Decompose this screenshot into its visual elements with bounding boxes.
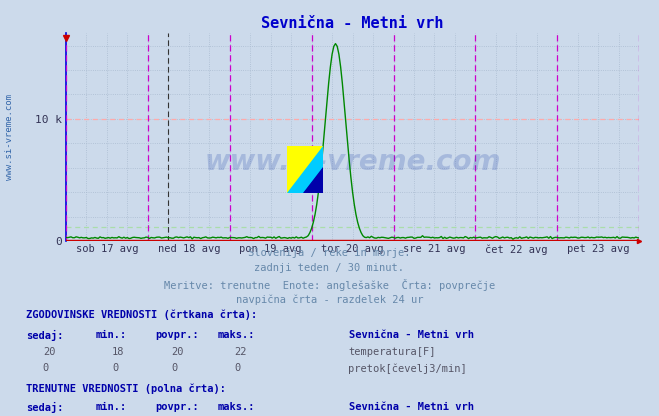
- Text: min.:: min.:: [96, 402, 127, 412]
- Text: temperatura[F]: temperatura[F]: [348, 347, 436, 357]
- Text: 0: 0: [234, 363, 240, 373]
- Polygon shape: [287, 146, 323, 193]
- Text: sedaj:: sedaj:: [26, 402, 64, 413]
- Text: 18: 18: [112, 347, 125, 357]
- Text: www.si-vreme.com: www.si-vreme.com: [204, 148, 501, 176]
- Text: zadnji teden / 30 minut.: zadnji teden / 30 minut.: [254, 263, 405, 273]
- Text: Meritve: trenutne  Enote: anglešaške  Črta: povprečje: Meritve: trenutne Enote: anglešaške Črta…: [164, 279, 495, 291]
- Text: 20: 20: [43, 347, 55, 357]
- Text: sedaj:: sedaj:: [26, 330, 64, 341]
- Text: 0: 0: [112, 363, 118, 373]
- Text: Sevnična - Metni vrh: Sevnična - Metni vrh: [349, 402, 474, 412]
- Text: www.si-vreme.com: www.si-vreme.com: [5, 94, 14, 180]
- Text: maks.:: maks.:: [217, 330, 255, 340]
- Text: 0: 0: [171, 363, 177, 373]
- Text: povpr.:: povpr.:: [155, 402, 198, 412]
- Text: ZGODOVINSKE VREDNOSTI (črtkana črta):: ZGODOVINSKE VREDNOSTI (črtkana črta):: [26, 310, 258, 320]
- Text: Slovenija / reke in morje.: Slovenija / reke in morje.: [248, 248, 411, 258]
- Text: Sevnična - Metni vrh: Sevnična - Metni vrh: [349, 330, 474, 340]
- Text: maks.:: maks.:: [217, 402, 255, 412]
- Text: TRENUTNE VREDNOSTI (polna črta):: TRENUTNE VREDNOSTI (polna črta):: [26, 383, 226, 394]
- Text: povpr.:: povpr.:: [155, 330, 198, 340]
- Title: Sevnična - Metni vrh: Sevnična - Metni vrh: [262, 16, 444, 31]
- Text: 20: 20: [171, 347, 184, 357]
- Polygon shape: [303, 167, 323, 193]
- Text: pretok[čevelj3/min]: pretok[čevelj3/min]: [348, 363, 467, 374]
- Text: navpična črta - razdelek 24 ur: navpična črta - razdelek 24 ur: [236, 295, 423, 305]
- Text: 22: 22: [234, 347, 246, 357]
- Polygon shape: [287, 146, 323, 193]
- Text: 0: 0: [43, 363, 49, 373]
- Text: min.:: min.:: [96, 330, 127, 340]
